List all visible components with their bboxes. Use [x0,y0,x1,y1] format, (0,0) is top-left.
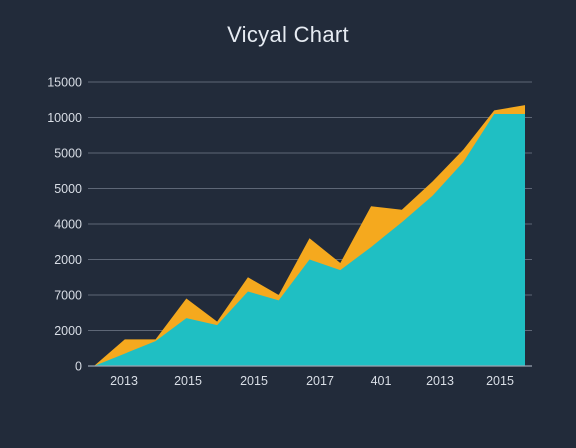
x-tick-label: 2013 [426,374,454,388]
y-tick-label: 2000 [54,253,82,267]
series-area-teal [94,113,525,366]
x-tick-labels: 2013 2015 2015 2017 401 2013 2015 [110,374,514,388]
y-tick-label: 7000 [54,289,82,303]
chart-title: Vicyal Chart [227,22,349,47]
y-tick-label: 15000 [47,76,82,90]
y-tick-label: 5000 [54,182,82,196]
x-tick-label: 2015 [240,374,268,388]
x-tick-label: 401 [371,374,392,388]
x-tick-label: 2017 [306,374,334,388]
x-tick-label: 2013 [110,374,138,388]
y-tick-label: 5000 [54,147,82,161]
y-tick-label: 2000 [54,324,82,338]
y-tick-labels: 0 2000 7000 2000 4000 5000 5000 10000 15000 [47,76,82,374]
y-tick-label: 4000 [54,218,82,232]
y-tick-label: 0 [75,360,82,374]
x-tick-label: 2015 [486,374,514,388]
y-tick-label: 10000 [47,111,82,125]
series-layer [94,105,525,366]
x-tick-label: 2015 [174,374,202,388]
